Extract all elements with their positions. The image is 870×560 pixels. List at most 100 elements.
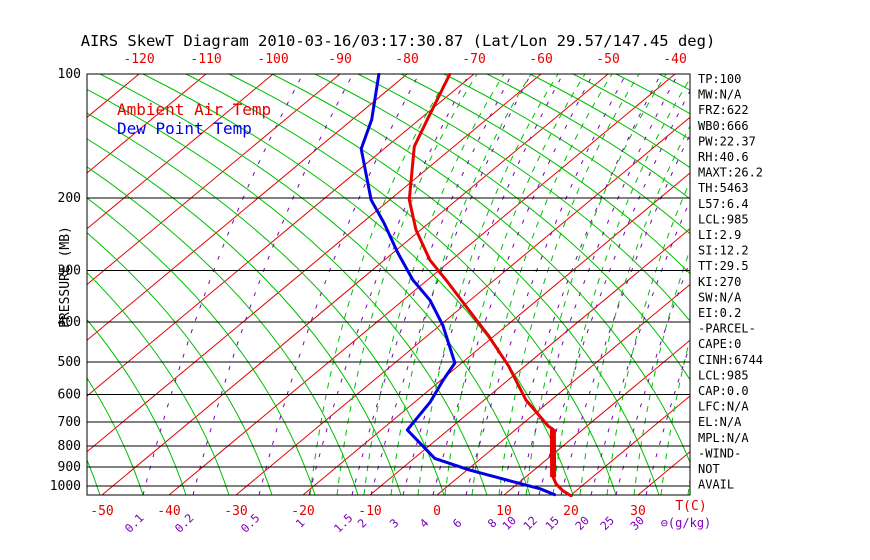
profile-curves bbox=[359, 73, 573, 497]
stat-item: SW:N/A bbox=[698, 290, 742, 304]
mixing-ratio-line bbox=[351, 73, 513, 496]
isotherm-tick-label-bottom: -10 bbox=[358, 504, 381, 519]
mixing-ratio-line bbox=[615, 260, 690, 496]
mixing-ratio-unit-label: ⊖(g/kg) bbox=[661, 516, 712, 530]
isotherm-tick-label-top: -50 bbox=[596, 52, 619, 67]
stat-item: CINH:6744 bbox=[698, 353, 763, 367]
mixing-ratio-line bbox=[402, 73, 564, 496]
dewpoint-curve bbox=[359, 73, 557, 497]
isotherm-tick-label-bottom: 30 bbox=[630, 504, 646, 519]
mixing-ratio-tick-label: 6 bbox=[450, 516, 465, 531]
mixing-ratio-line bbox=[500, 73, 662, 496]
dry-adiabat-line bbox=[271, 73, 690, 464]
dry-adiabat-line bbox=[486, 73, 690, 200]
pressure-tick-label: 800 bbox=[58, 439, 81, 454]
isotherm-tick-label-bottom: 10 bbox=[496, 504, 512, 519]
isotherm-tick-label-bottom: -40 bbox=[157, 504, 180, 519]
pressure-tick-label: 500 bbox=[58, 355, 81, 370]
dry-adiabat-line bbox=[788, 74, 870, 495]
moist-adiabat-line bbox=[633, 248, 690, 496]
stat-item: CAP:0.0 bbox=[698, 384, 749, 398]
isotherm-tick-label-bottom: -30 bbox=[224, 504, 247, 519]
isotherm-tick-label-top: -80 bbox=[395, 52, 418, 67]
mixing-ratio-tick-label: 1.5 bbox=[331, 511, 356, 536]
dry-adiabat-line bbox=[529, 73, 690, 169]
page-title: AIRS SkewT Diagram 2010-03-16/03:17:30.8… bbox=[81, 32, 716, 50]
moist-adiabat-line bbox=[363, 73, 505, 496]
dry-adiabat-line bbox=[745, 74, 870, 495]
isotherm-line bbox=[87, 73, 542, 453]
stat-item: LI:2.9 bbox=[698, 228, 741, 242]
moist-adiabat-line bbox=[606, 180, 690, 496]
stat-item: LFC:N/A bbox=[698, 400, 749, 414]
pressure-tick-label: 400 bbox=[58, 315, 81, 330]
moist-adiabat-line bbox=[796, 74, 870, 495]
isotherm-line bbox=[101, 73, 609, 496]
dry-adiabat-line bbox=[87, 197, 316, 496]
stat-item: RH:40.6 bbox=[698, 150, 749, 164]
isotherm-tick-label-bottom: -20 bbox=[291, 504, 314, 519]
stat-item: WB0:666 bbox=[698, 119, 749, 133]
moist-adiabat-lines bbox=[309, 73, 870, 496]
isotherm-line bbox=[168, 73, 676, 496]
dry-adiabat-line bbox=[87, 319, 187, 496]
isotherm-line bbox=[436, 283, 690, 496]
dry-adiabat-line bbox=[572, 73, 690, 141]
mixing-ratio-line bbox=[308, 73, 470, 496]
mixing-ratio-line bbox=[370, 73, 532, 496]
isotherm-line bbox=[369, 228, 690, 496]
stat-item: KI:270 bbox=[698, 275, 741, 289]
dry-adiabat-line bbox=[87, 166, 359, 496]
pressure-tick-label: 600 bbox=[58, 388, 81, 403]
stat-item: TH:5463 bbox=[698, 181, 749, 195]
mixing-ratio-tick-label: 0.1 bbox=[122, 511, 147, 536]
stat-item: -WIND- bbox=[698, 446, 741, 460]
temp-unit-label: T(C) bbox=[675, 499, 706, 514]
isotherm-line bbox=[87, 73, 274, 230]
isotherm-tick-label-top: -70 bbox=[462, 52, 485, 67]
isotherm-tick-label-top: -40 bbox=[663, 52, 686, 67]
moist-adiabat-line bbox=[390, 73, 532, 496]
isotherm-tick-label-top: -100 bbox=[257, 52, 288, 67]
isotherm-tick-label-bottom: -50 bbox=[90, 504, 113, 519]
dry-adiabat-line bbox=[99, 73, 531, 496]
temperature-curve bbox=[407, 73, 573, 497]
moist-adiabat-line bbox=[336, 73, 478, 496]
stat-item: LCL:985 bbox=[698, 368, 749, 382]
dry-adiabat-line bbox=[87, 232, 273, 496]
mixing-ratio-line bbox=[645, 343, 690, 496]
stat-item: NOT bbox=[698, 462, 720, 476]
dry-adiabat-line bbox=[831, 74, 870, 495]
stat-item: MPL:N/A bbox=[698, 431, 749, 445]
pressure-grid: 100 200 300 400 500 600 700 800 900 1000 bbox=[50, 67, 691, 496]
mixing-ratio-tick-label: 12 bbox=[520, 513, 540, 533]
isotherm-lines bbox=[87, 73, 690, 496]
isotherm-line bbox=[570, 395, 690, 496]
pressure-tick-label: 200 bbox=[58, 191, 81, 206]
mixing-ratio-line bbox=[142, 73, 304, 496]
moist-adiabat-line bbox=[579, 125, 690, 496]
dry-adiabat-line bbox=[87, 272, 230, 496]
mixing-ratio-line bbox=[590, 199, 690, 496]
legend-ambient-air-temp: Ambient Air Temp bbox=[117, 100, 271, 119]
dry-adiabat-line bbox=[87, 112, 445, 496]
dry-adiabat-line bbox=[357, 73, 690, 322]
stat-item: -PARCEL- bbox=[698, 322, 756, 336]
isotherm-line bbox=[302, 172, 690, 496]
pressure-tick-label: 900 bbox=[58, 460, 81, 475]
stat-item: MAXT:26.2 bbox=[698, 166, 763, 180]
mixing-ratio-line bbox=[432, 73, 594, 496]
dry-adiabat-line bbox=[87, 458, 101, 496]
isotherm-tick-label-top: -90 bbox=[328, 52, 351, 67]
dry-adiabat-line bbox=[142, 73, 574, 496]
legend-dew-point-temp: Dew Point Temp bbox=[117, 119, 252, 138]
chart-generated-layer: 0.1 0.2 0.5 1 1.5 2 3 4 6 8 10 12 15 20 25 301002003004… bbox=[50, 52, 870, 536]
isotherm-line bbox=[87, 73, 475, 397]
moist-adiabat-line bbox=[498, 73, 640, 496]
stat-item: MW:N/A bbox=[698, 88, 742, 102]
isotherm-tick-label-top: -120 bbox=[123, 52, 154, 67]
mixing-ratio-lines bbox=[142, 73, 690, 496]
moist-adiabat-line bbox=[552, 77, 690, 496]
stat-item: PW:22.37 bbox=[698, 134, 756, 148]
